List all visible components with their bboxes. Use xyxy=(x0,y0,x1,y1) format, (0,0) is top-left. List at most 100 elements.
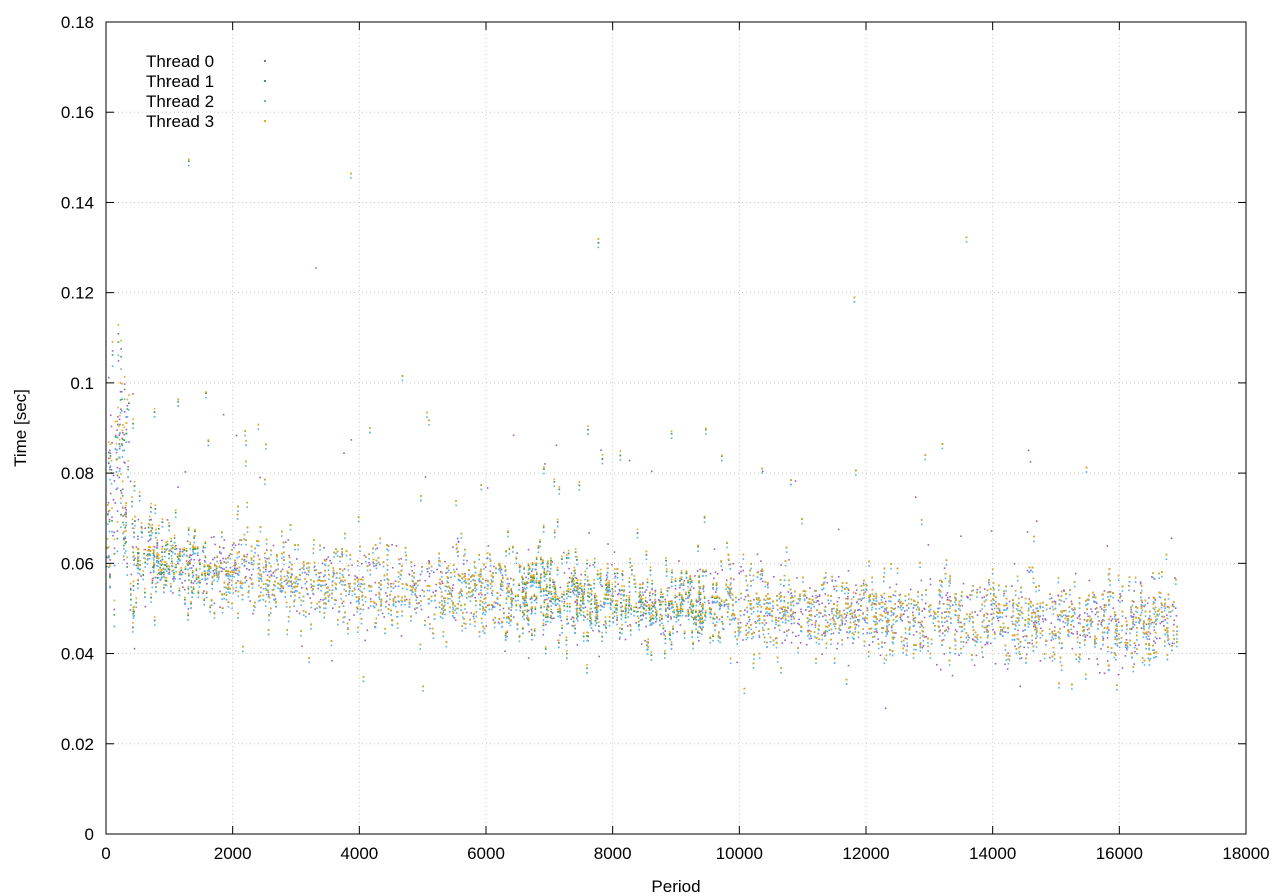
data-point xyxy=(354,575,356,577)
data-point xyxy=(605,627,607,629)
data-point xyxy=(917,621,920,624)
data-point xyxy=(570,572,573,575)
data-point xyxy=(553,617,555,619)
data-point xyxy=(567,622,569,625)
data-point xyxy=(537,582,540,584)
data-point xyxy=(1140,605,1143,607)
data-point xyxy=(547,606,550,608)
data-point xyxy=(203,560,206,562)
data-point xyxy=(123,439,126,441)
data-point xyxy=(639,607,641,609)
data-point xyxy=(692,643,694,645)
data-point xyxy=(135,601,137,604)
data-point xyxy=(790,622,793,625)
data-point xyxy=(194,548,197,550)
data-point xyxy=(142,574,144,576)
data-point xyxy=(1086,628,1089,631)
data-point xyxy=(1148,617,1150,620)
data-point xyxy=(166,519,169,521)
data-point xyxy=(608,584,610,586)
data-point xyxy=(648,607,650,609)
data-point xyxy=(189,543,192,545)
data-point xyxy=(1098,620,1100,622)
data-point xyxy=(472,615,475,618)
data-point xyxy=(985,641,988,644)
data-point xyxy=(791,631,794,634)
data-point xyxy=(843,609,845,612)
data-point xyxy=(814,589,816,592)
data-point xyxy=(578,587,581,589)
data-point xyxy=(125,416,128,418)
data-point xyxy=(962,582,965,585)
data-point xyxy=(623,589,625,592)
data-point xyxy=(1027,449,1030,452)
data-point xyxy=(699,601,702,604)
data-point xyxy=(457,540,460,543)
data-point xyxy=(1088,658,1090,660)
data-point xyxy=(680,578,683,581)
data-point xyxy=(982,656,984,658)
data-point xyxy=(591,611,594,613)
data-point xyxy=(780,617,782,620)
data-point xyxy=(1153,640,1155,642)
data-point xyxy=(1134,644,1137,647)
data-point xyxy=(669,634,671,636)
data-point xyxy=(190,567,193,569)
data-point xyxy=(228,555,231,557)
data-point xyxy=(650,654,653,656)
data-point xyxy=(1054,626,1056,628)
data-point xyxy=(1112,607,1115,609)
data-point xyxy=(634,586,637,588)
data-point xyxy=(132,422,134,425)
data-point xyxy=(808,629,811,632)
data-point xyxy=(161,558,164,561)
data-point xyxy=(214,543,216,546)
data-point xyxy=(220,552,222,555)
data-point xyxy=(674,596,676,599)
data-point xyxy=(573,589,576,592)
data-point xyxy=(951,674,954,677)
data-point xyxy=(116,474,119,477)
data-point xyxy=(428,572,431,575)
data-point xyxy=(211,576,214,579)
data-point xyxy=(847,598,849,600)
data-point xyxy=(1051,631,1054,633)
data-point xyxy=(222,547,225,549)
data-point xyxy=(943,653,946,655)
data-point xyxy=(500,568,503,571)
data-point xyxy=(164,564,167,566)
data-point xyxy=(249,577,252,579)
data-points xyxy=(106,77,1178,710)
data-point xyxy=(765,622,768,624)
data-point xyxy=(814,624,817,626)
data-point xyxy=(181,582,183,584)
data-point xyxy=(652,593,654,595)
data-point xyxy=(368,561,370,564)
data-point xyxy=(1102,619,1104,621)
data-point xyxy=(114,434,117,437)
data-point xyxy=(586,579,589,582)
data-point xyxy=(682,599,684,601)
data-point xyxy=(129,609,132,611)
data-point xyxy=(678,560,680,562)
data-point xyxy=(890,626,893,629)
data-point xyxy=(210,599,213,602)
data-point xyxy=(822,615,824,618)
data-point xyxy=(651,583,653,585)
data-point xyxy=(857,619,859,621)
data-point xyxy=(774,637,777,640)
data-point xyxy=(690,611,693,613)
data-point xyxy=(848,589,850,591)
data-point xyxy=(760,570,762,572)
data-point xyxy=(942,639,945,641)
data-point xyxy=(929,583,932,586)
data-point xyxy=(1007,652,1009,654)
data-point xyxy=(493,565,495,568)
data-point xyxy=(1172,603,1174,606)
data-point xyxy=(234,590,237,592)
data-point xyxy=(523,599,526,602)
data-point xyxy=(113,531,115,534)
data-point xyxy=(1100,621,1103,624)
data-point xyxy=(426,570,429,573)
data-point xyxy=(719,605,722,607)
